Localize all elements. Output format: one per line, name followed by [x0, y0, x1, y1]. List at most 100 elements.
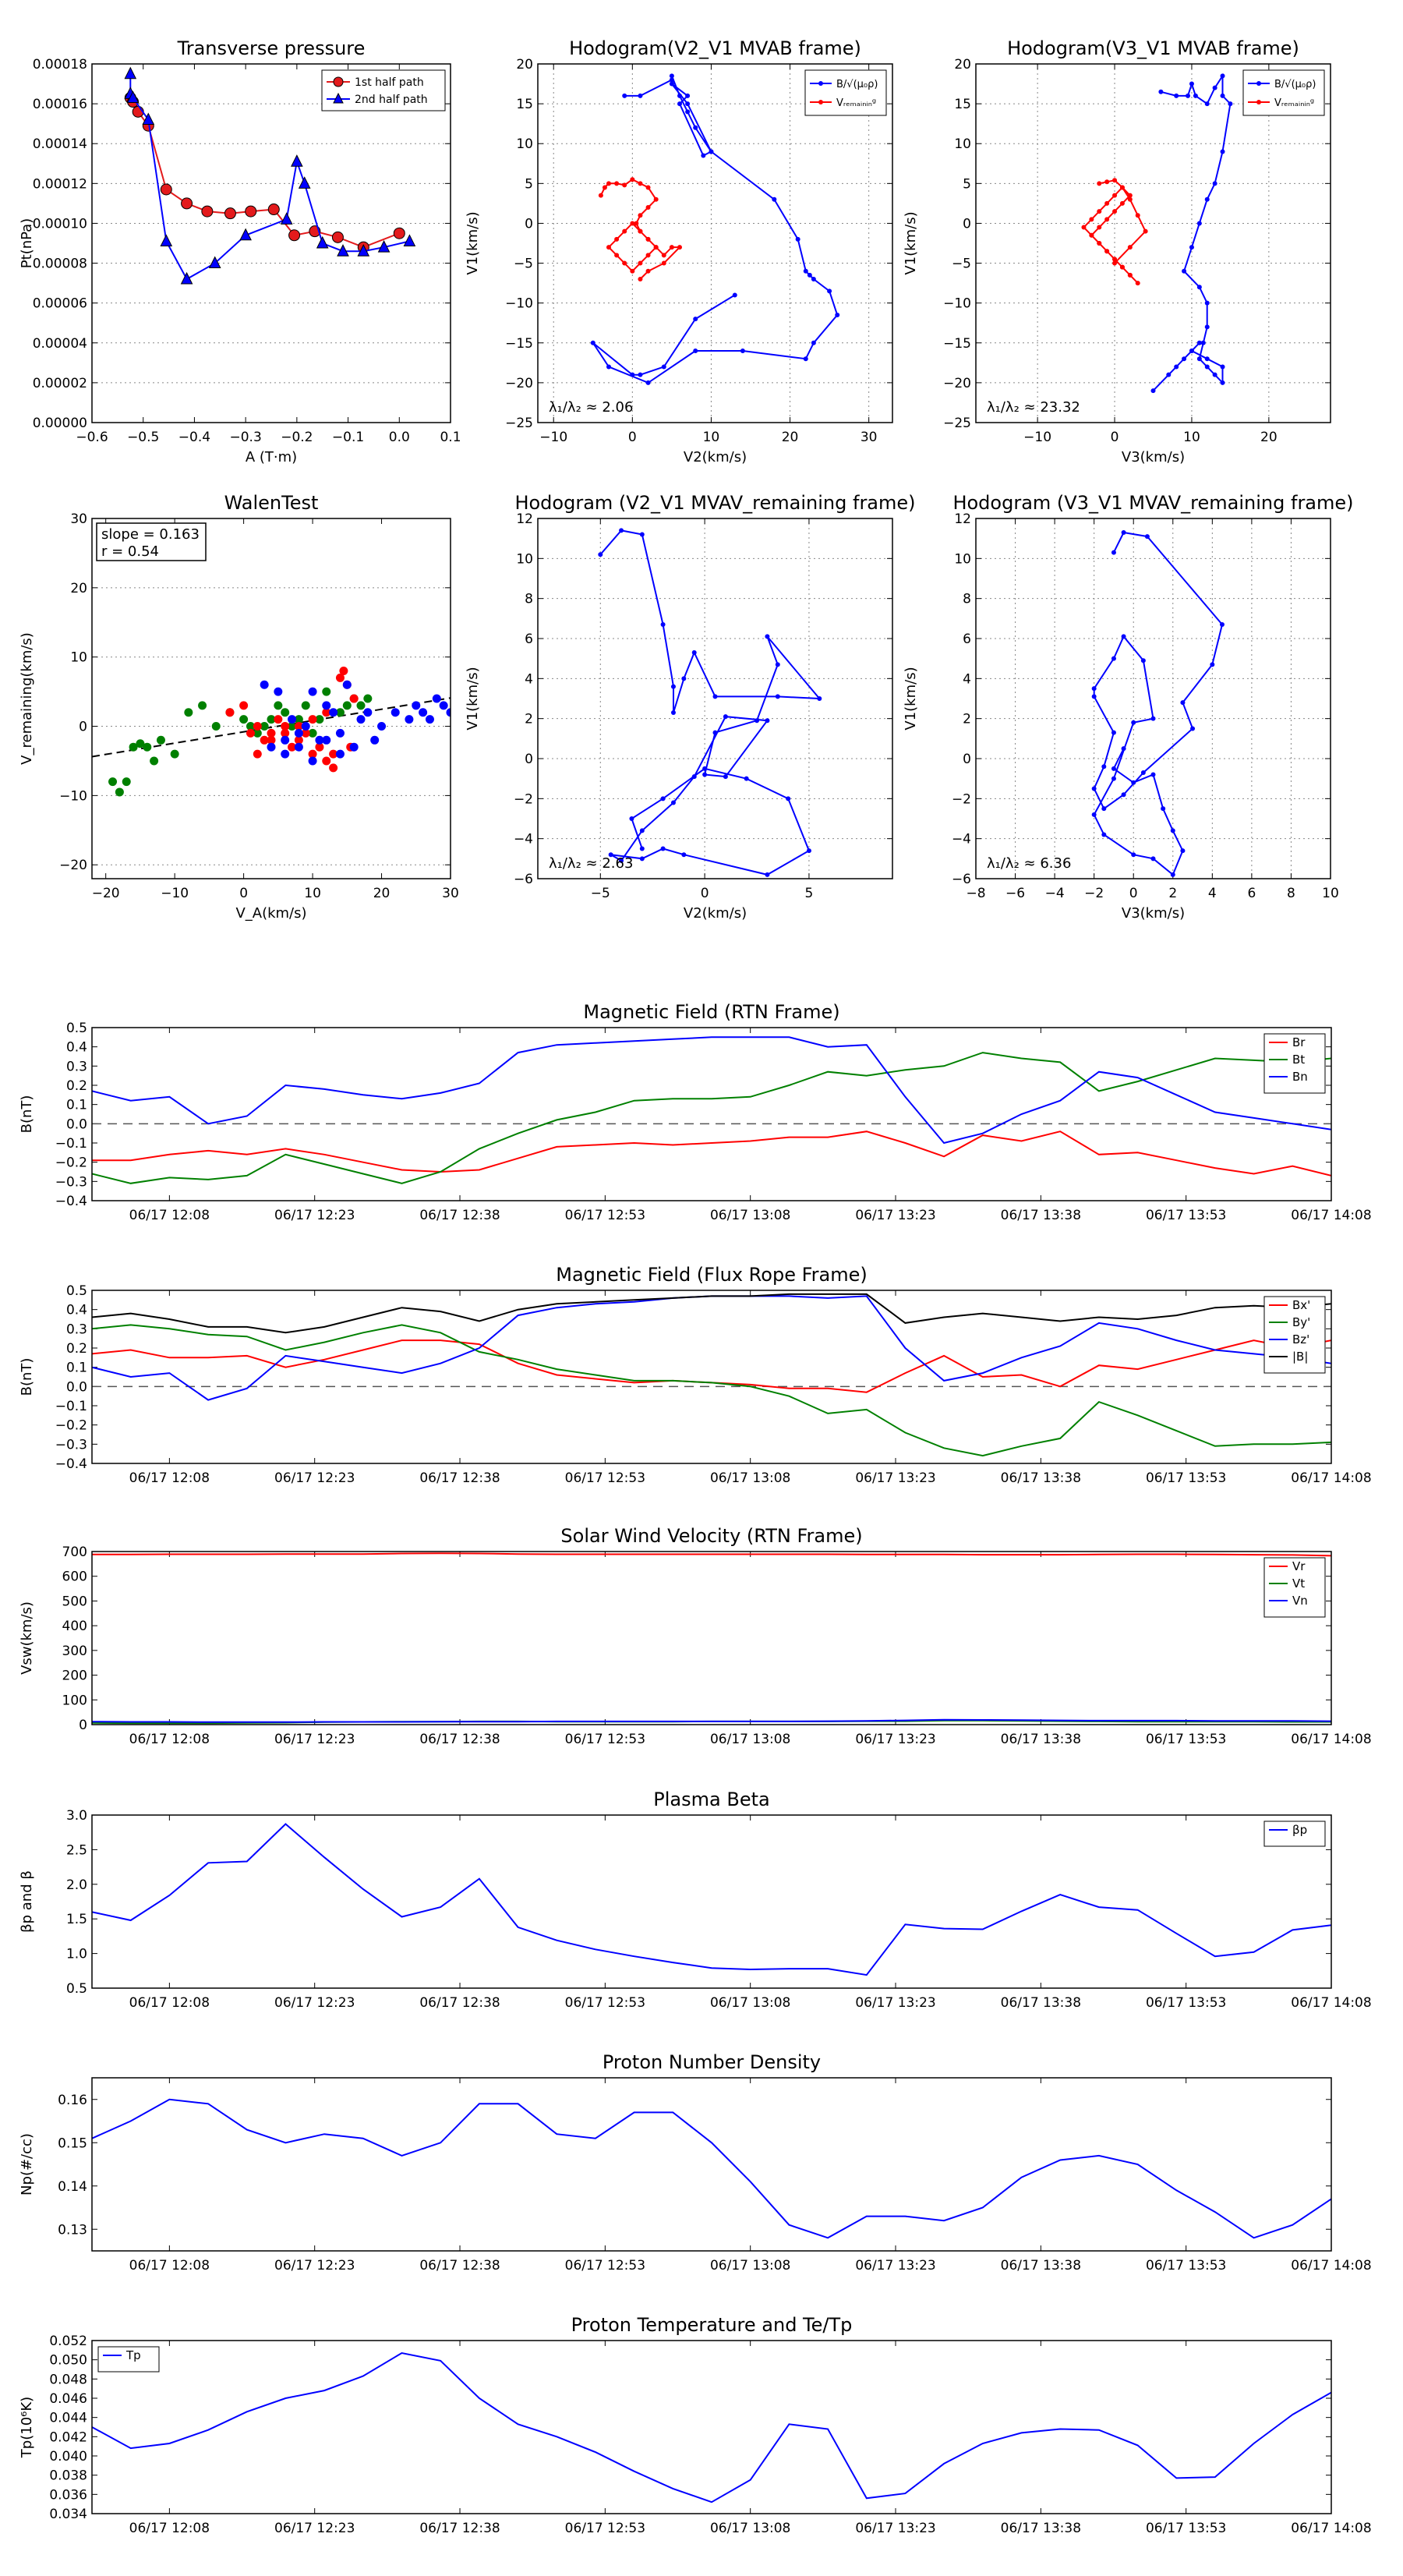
y-tick-label: 0.00012: [33, 176, 87, 192]
data-point: [322, 708, 331, 717]
y-tick-label: −5: [952, 257, 971, 272]
y-tick-label: −6: [514, 872, 533, 887]
data-point: [294, 715, 303, 724]
x-tick-label: −2: [1084, 886, 1104, 901]
y-tick-label: −10: [943, 296, 971, 312]
x-axis-label: V2(km/s): [684, 905, 747, 922]
data-point: [638, 181, 643, 186]
chart-title: Proton Number Density: [603, 2051, 821, 2073]
data-point: [1135, 213, 1140, 218]
data-point: [1104, 249, 1110, 254]
data-point: [1111, 656, 1116, 661]
plot-area: [92, 2098, 1331, 2239]
axes-frame: [91, 1027, 1332, 1201]
data-point: [335, 749, 345, 759]
x-tick-label: 06/17 12:53: [565, 1470, 645, 1486]
y-tick-label: 0.0: [66, 1116, 87, 1132]
data-point: [1131, 720, 1136, 725]
data-point: [294, 735, 303, 745]
data-point: [691, 774, 697, 780]
y-tick-label: 0.1: [66, 1098, 87, 1113]
data-point: [677, 93, 682, 98]
data-point: [1220, 380, 1225, 385]
x-tick-label: 06/17 12:38: [419, 2258, 500, 2273]
data-point: [827, 288, 832, 294]
y-tick-label: 0.048: [49, 2372, 87, 2387]
data-point: [1212, 372, 1217, 377]
plot-area: [590, 73, 840, 385]
data-point: [606, 364, 611, 370]
data-point: [301, 728, 310, 738]
x-axis-label: V3(km/s): [1122, 449, 1185, 465]
data-point: [1091, 694, 1097, 699]
y-tick-label: 0: [963, 216, 971, 232]
data-point: [1121, 529, 1126, 535]
data-point: [1180, 700, 1186, 706]
chart-title: Magnetic Field (Flux Rope Frame): [556, 1264, 867, 1286]
data-point: [349, 694, 359, 703]
legend-marker: [818, 81, 823, 86]
data-point: [281, 749, 290, 759]
data-point: [660, 846, 666, 851]
data-point: [795, 236, 800, 242]
data-point: [1091, 786, 1097, 791]
x-tick-label: 0.1: [440, 430, 461, 445]
y-tick-label: 1.0: [66, 1947, 87, 1962]
data-point: [267, 728, 276, 738]
y-tick-label: 15: [954, 97, 971, 112]
data-point: [260, 680, 269, 689]
data-point: [1220, 149, 1225, 154]
y-tick-label: 0: [963, 752, 971, 767]
data-point: [630, 177, 635, 182]
data-point: [1119, 185, 1125, 190]
x-tick-label: 10: [1322, 886, 1339, 901]
x-tick-label: 06/17 13:08: [710, 2521, 790, 2536]
y-tick-label: 2.5: [66, 1842, 87, 1858]
data-point: [1204, 356, 1210, 362]
x-tick-label: 10: [1183, 430, 1200, 445]
data-point: [160, 234, 173, 246]
data-point: [308, 687, 317, 696]
data-point: [1219, 622, 1225, 628]
data-point: [811, 277, 816, 281]
data-point: [598, 552, 603, 557]
data-point: [246, 728, 255, 738]
x-tick-label: 30: [442, 886, 459, 901]
x-tick-label: 06/17 12:23: [274, 1470, 355, 1486]
plot-area: [1091, 529, 1225, 877]
x-tick-label: 4: [1208, 886, 1217, 901]
chart-title: Hodogram(V3_V1 MVAB frame): [1007, 37, 1299, 59]
data-point: [143, 742, 152, 752]
data-point: [253, 728, 262, 738]
data-point: [1089, 232, 1094, 238]
y-tick-label: 300: [62, 1644, 87, 1659]
solar-wind-velocity: Solar Wind Velocity (RTN Frame) 0 100 200 30…: [19, 1525, 1372, 1747]
series-line: [599, 529, 822, 876]
data-point: [702, 766, 708, 771]
x-tick-label: 06/17 13:08: [710, 1208, 790, 1223]
data-point: [786, 796, 791, 801]
data-point: [669, 245, 674, 250]
x-tick-label: 06/17 12:53: [565, 2258, 645, 2273]
data-point: [1119, 200, 1125, 206]
data-point: [439, 701, 448, 710]
y-tick-label: 1.5: [66, 1912, 87, 1927]
y-tick-label: 0.00002: [33, 376, 87, 391]
data-point: [315, 735, 324, 745]
x-tick-label: 0.0: [389, 430, 410, 445]
data-point: [661, 253, 666, 258]
data-point: [701, 153, 706, 158]
y-tick-label: −0.4: [55, 1456, 87, 1472]
data-point: [660, 622, 666, 628]
data-point: [342, 701, 352, 710]
y-tick-label: −20: [505, 376, 533, 391]
x-tick-label: 06/17 13:53: [1146, 1470, 1226, 1486]
data-point: [298, 176, 311, 189]
x-tick-label: 06/17 14:08: [1291, 1732, 1371, 1747]
y-tick-label: 0.0: [66, 1379, 87, 1395]
data-point: [1112, 260, 1118, 266]
chart-title: Transverse pressure: [177, 37, 366, 59]
x-tick-label: 06/17 13:53: [1146, 1208, 1226, 1223]
y-tick-label: 0.044: [49, 2411, 87, 2426]
data-point: [775, 662, 780, 667]
